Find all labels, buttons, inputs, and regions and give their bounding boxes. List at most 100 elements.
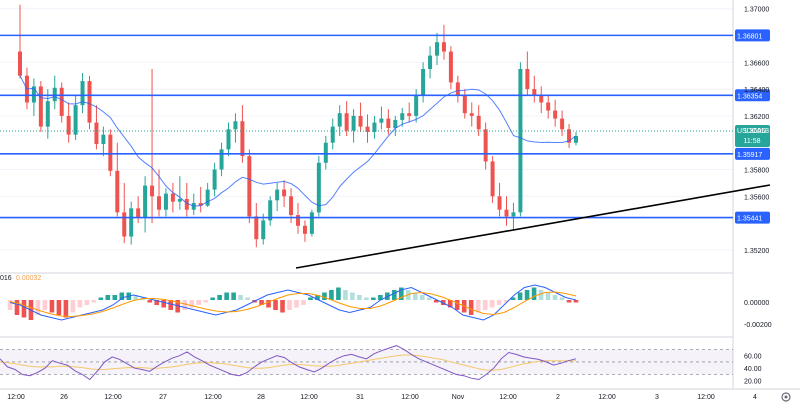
macd-bar <box>77 300 83 308</box>
macd-bar <box>210 297 215 300</box>
macd-bar <box>566 300 572 303</box>
macd-pane: 0.00000 -0.00200 <box>7 284 772 329</box>
candle <box>504 196 509 226</box>
candle <box>80 73 85 114</box>
macd-bar <box>392 290 397 300</box>
signal-line <box>9 291 577 318</box>
macd-bar <box>510 297 516 300</box>
time-tick: 4 <box>753 394 757 401</box>
trendline[interactable] <box>295 184 771 269</box>
candle <box>407 102 412 123</box>
macd-bar <box>336 287 341 300</box>
macd-bar <box>357 295 362 300</box>
candle <box>38 81 43 132</box>
candle <box>428 46 433 79</box>
macd-bar <box>426 297 432 300</box>
macd-bar <box>538 290 544 300</box>
level-value: 1.35441 <box>737 216 762 223</box>
price-axis[interactable]: 1.37000 1.36600 1.36400 1.36200 1.35800 1.356… <box>744 7 769 255</box>
candle <box>233 113 238 143</box>
macd-bar <box>42 300 48 310</box>
price-tick: 1.35800 <box>744 168 769 175</box>
candle <box>247 149 252 224</box>
time-tick: 12:00 <box>7 394 25 401</box>
candle <box>31 78 36 116</box>
time-axis[interactable]: 12:00 26 12:00 27 12:00 28 12:00 31 12:00 Nov 12:0… <box>7 394 757 401</box>
macd-legend: 016 0.00032 <box>0 275 41 282</box>
time-tick: 12:00 <box>300 394 318 401</box>
candle <box>254 203 259 248</box>
candle <box>386 109 391 135</box>
candle <box>45 89 50 139</box>
macd-bar <box>371 297 376 300</box>
macd-tick: 0.00000 <box>744 300 769 307</box>
macd-bar <box>552 295 558 300</box>
candle <box>184 182 189 217</box>
candle <box>296 203 300 234</box>
level-value: 1.36801 <box>737 33 762 40</box>
trendline-line[interactable] <box>295 184 771 269</box>
level-tag <box>735 147 770 160</box>
time-tick: 12:00 <box>401 394 419 401</box>
macd-bar <box>378 295 383 300</box>
macd-bar <box>14 300 20 315</box>
macd-bar <box>287 300 292 310</box>
candle <box>226 122 231 157</box>
candle <box>490 156 495 203</box>
macd-bar <box>203 300 208 303</box>
bar-countdown: 11:58 <box>744 138 761 145</box>
time-tick: 27 <box>159 394 167 401</box>
time-tick: 31 <box>356 394 364 401</box>
last-price-value: 1.36053 <box>744 128 769 135</box>
candle <box>497 182 502 217</box>
macd-bar <box>482 300 488 310</box>
candle <box>393 115 398 136</box>
candle <box>268 196 273 226</box>
candle <box>163 188 168 217</box>
candle <box>261 213 266 245</box>
time-tick: 28 <box>257 394 265 401</box>
macd-bar <box>489 300 495 308</box>
macd-bar <box>154 300 160 305</box>
time-tick: 26 <box>60 394 68 401</box>
candle <box>441 24 446 60</box>
symbol-label: USDCAD <box>737 128 767 135</box>
macd-bar <box>84 300 90 305</box>
candle <box>59 82 64 123</box>
macd-line <box>9 284 577 321</box>
candle <box>379 106 384 130</box>
macd-bar <box>231 292 236 300</box>
macd-bar <box>496 300 502 305</box>
time-tick: 12:00 <box>598 394 616 401</box>
candle <box>101 126 106 157</box>
price-tick: 1.37000 <box>744 7 769 14</box>
macd-bar <box>119 292 125 300</box>
candle <box>115 142 120 217</box>
candle <box>539 86 544 114</box>
macd-bar <box>468 300 474 315</box>
settings-gear-icon[interactable] <box>781 392 791 402</box>
candle <box>309 209 314 237</box>
candle <box>316 156 321 217</box>
level-value: 1.36354 <box>737 93 762 100</box>
macd-bar <box>531 287 537 300</box>
macd-bar <box>182 300 187 310</box>
candle <box>518 62 523 217</box>
ma-line <box>19 75 577 207</box>
price-tick: 1.36200 <box>744 114 769 121</box>
candle <box>372 115 377 139</box>
macd-bar <box>91 300 97 303</box>
last-price-marker: USDCAD 1.36053 11:58 <box>0 125 770 147</box>
macd-bar <box>433 300 439 303</box>
candle <box>525 51 530 96</box>
candle <box>483 122 488 170</box>
macd-bar <box>266 300 271 308</box>
candle <box>94 105 99 150</box>
price-tick: 1.35600 <box>744 194 769 201</box>
candle <box>136 196 141 224</box>
macd-bar <box>315 295 320 300</box>
candle <box>18 4 22 79</box>
candle <box>122 182 127 244</box>
support-resistance-levels: 1.36801 1.36354 1.35917 1.35441 <box>0 29 770 224</box>
